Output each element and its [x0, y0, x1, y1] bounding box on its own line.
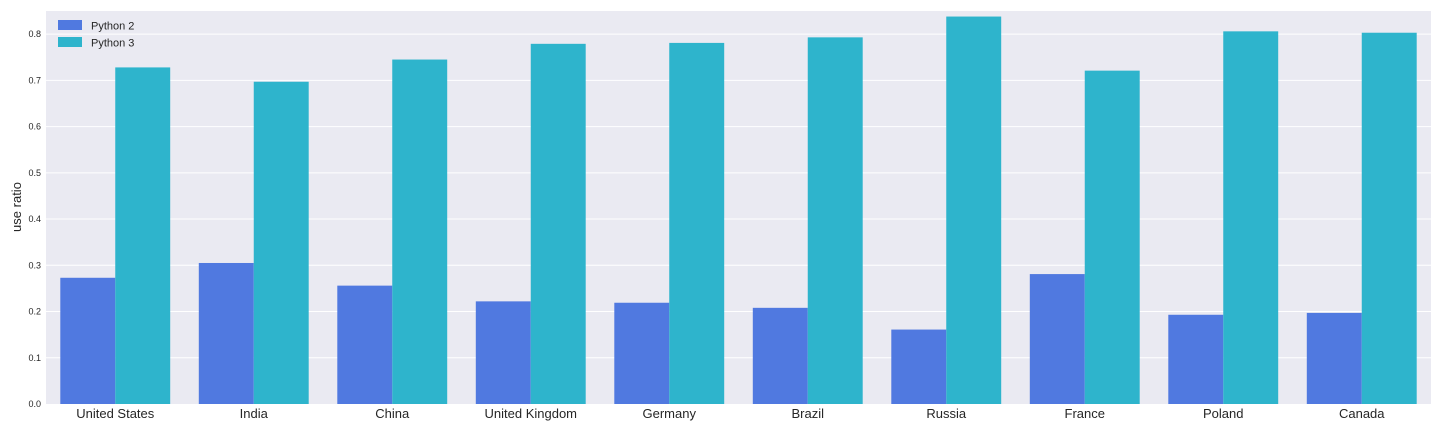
x-tick-label: Russia [926, 406, 967, 421]
x-tick-label: Canada [1339, 406, 1385, 421]
x-tick-label: Germany [643, 406, 697, 421]
y-tick-label: 0.4 [28, 214, 41, 224]
bar-python-2-germany [614, 302, 670, 404]
bar-python-3-canada [1361, 32, 1417, 404]
y-tick-label: 0.1 [28, 353, 41, 363]
legend-label-python-3: Python 3 [91, 38, 134, 50]
x-tick-labels: United States India China United Kingdom Ger… [76, 406, 1385, 421]
bar-python-2-russia [891, 329, 947, 404]
bars [60, 16, 1417, 405]
y-tick-label: 0.2 [28, 307, 41, 317]
bar-python-3-france [1084, 70, 1140, 405]
y-axis-label: use ratio [9, 182, 24, 232]
y-tick-label: 0.8 [28, 29, 41, 39]
x-tick-label: United States [76, 406, 155, 421]
y-tick-label: 0.6 [28, 122, 41, 132]
bar-python-2-china [337, 285, 393, 404]
legend: Python 2 Python 3 [58, 20, 134, 50]
bar-python-3-brazil [807, 37, 863, 404]
bar-python-2-france [1029, 274, 1085, 404]
bar-python-3-united-states [115, 67, 171, 405]
x-tick-label: China [375, 406, 410, 421]
bar-python-2-poland [1168, 314, 1224, 404]
bar-python-2-canada [1306, 312, 1362, 404]
x-tick-label: Poland [1203, 406, 1243, 421]
x-tick-label: India [240, 406, 269, 421]
x-tick-label: United Kingdom [485, 406, 578, 421]
x-tick-label: France [1065, 406, 1105, 421]
x-tick-label: Brazil [791, 406, 824, 421]
bar-python-3-germany [669, 42, 725, 405]
legend-swatch-python-2 [58, 20, 82, 30]
bar-python-2-united-kingdom [475, 301, 531, 404]
y-tick-labels: 0.0 0.1 0.2 0.3 0.4 0.5 0.6 0.7 0.8 [28, 29, 41, 409]
bar-python-3-united-kingdom [530, 43, 586, 405]
bar-python-3-china [392, 59, 448, 404]
bar-python-3-india [253, 81, 309, 405]
legend-label-python-2: Python 2 [91, 21, 134, 33]
bar-python-2-india [198, 262, 254, 404]
y-tick-label: 0.5 [28, 168, 41, 178]
y-tick-label: 0.7 [28, 75, 41, 85]
legend-swatch-python-3 [58, 37, 82, 47]
y-tick-label: 0.3 [28, 260, 41, 270]
bar-python-2-united-states [60, 277, 116, 404]
bar-python-3-russia [946, 16, 1002, 404]
bar-python-3-poland [1223, 31, 1279, 404]
y-tick-label: 0.0 [28, 399, 41, 409]
bar-python-2-brazil [752, 307, 808, 404]
